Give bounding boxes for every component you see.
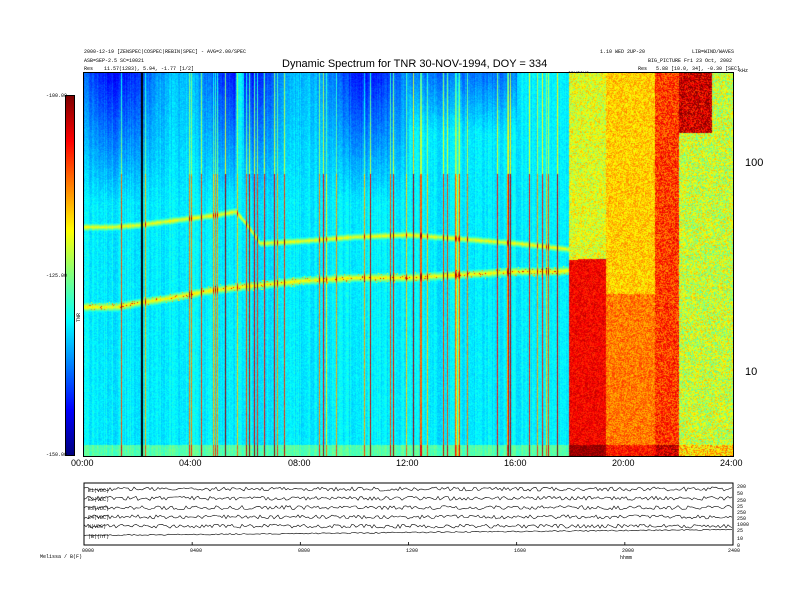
panel-x-tick: 2000 bbox=[622, 548, 635, 554]
panel-scale: 0 bbox=[737, 543, 741, 549]
x-tick-label: 00:00 bbox=[71, 458, 94, 468]
panel-trace-1 bbox=[83, 486, 733, 492]
header-left-line1: 2000-12-19 [ZENSPEC|COSPEC|REBIN|SPEC] -… bbox=[84, 49, 247, 55]
y-right-tick-label: 10 bbox=[745, 366, 758, 378]
panel-trace-4 bbox=[83, 514, 733, 520]
header-right-line3-prefix: Res bbox=[638, 66, 648, 72]
x-tick-label: 24:00 bbox=[720, 458, 743, 468]
header-right-line1b: LIB=WIND/WAVES bbox=[692, 49, 735, 55]
panel-label: E3(VDC) bbox=[88, 506, 110, 512]
panels-frame bbox=[83, 482, 734, 546]
panel-label: E2(VDC) bbox=[88, 497, 110, 503]
chart-title: Dynamic Spectrum for TNR 30-NOV-1994, DO… bbox=[282, 58, 548, 70]
header-right-line1: 1.10 WED 2UP-20 bbox=[600, 49, 646, 55]
panel-label: N(VDC) bbox=[88, 524, 107, 530]
panel-scale: 10 bbox=[737, 536, 744, 542]
panel-scale: 250 bbox=[737, 498, 747, 504]
header-right-line3: 5.88 [10.0, 34], -0.30 [SEC] bbox=[656, 66, 741, 72]
panel-x-tick: 2400 bbox=[728, 548, 741, 554]
header-right-line2: BIG_PICTURE Fri 23 Oct, 2002 bbox=[648, 58, 733, 64]
panel-scale: 25 bbox=[737, 528, 744, 534]
header-left-line3: 11.57(1283), 5.94, -1.77 [1/2] bbox=[104, 66, 195, 72]
panel-trace-3 bbox=[83, 505, 733, 511]
x-tick-label: 20:00 bbox=[612, 458, 635, 468]
panel-label: E4(VDC) bbox=[88, 515, 110, 521]
panel-scale: 1000 bbox=[737, 522, 750, 528]
header-left-line2: ASB=SEP-2.5 SC=10021 bbox=[84, 58, 145, 64]
units-corner-label: kHz bbox=[739, 68, 749, 74]
panel-scale: 200 bbox=[737, 484, 747, 490]
footer-left-label: Melissa / B(F) bbox=[40, 554, 83, 560]
spectrogram-plot bbox=[83, 72, 734, 457]
x-tick-label: 08:00 bbox=[288, 458, 311, 468]
panel-x-tick: 0400 bbox=[190, 548, 203, 554]
header-left-line3-prefix: Res bbox=[84, 66, 94, 72]
panel-x-tick: 1200 bbox=[406, 548, 419, 554]
colorbar-tick-top: -100.00 bbox=[46, 93, 68, 99]
panel-trace-2 bbox=[83, 495, 733, 501]
panel-scale: 250 bbox=[737, 516, 747, 522]
colorbar bbox=[65, 95, 75, 456]
y-right-tick-label: 100 bbox=[745, 157, 764, 169]
colorbar-tick-bottom: -150.00 bbox=[46, 452, 68, 458]
colorbar-tick-mid: -125.00 bbox=[46, 273, 68, 279]
panel-x-tick: 0000 bbox=[82, 548, 95, 554]
panel-scale: 25 bbox=[737, 504, 744, 510]
panel-label: |B|(nT) bbox=[88, 534, 110, 540]
panel-trace-5 bbox=[83, 523, 733, 529]
panel-x-tick: 0800 bbox=[298, 548, 311, 554]
panel-x-tick: 1600 bbox=[514, 548, 527, 554]
panel-x-axis-label: hhmm bbox=[620, 555, 633, 561]
panel-trace-6 bbox=[83, 528, 733, 537]
x-tick-label: 04:00 bbox=[179, 458, 202, 468]
x-tick-label: 12:00 bbox=[396, 458, 419, 468]
panel-scale: 250 bbox=[737, 510, 747, 516]
colorbar-label: TNR bbox=[76, 312, 82, 322]
panel-scale: 50 bbox=[737, 491, 744, 497]
panel-label: E1(VDC) bbox=[88, 488, 110, 494]
x-tick-label: 16:00 bbox=[504, 458, 527, 468]
